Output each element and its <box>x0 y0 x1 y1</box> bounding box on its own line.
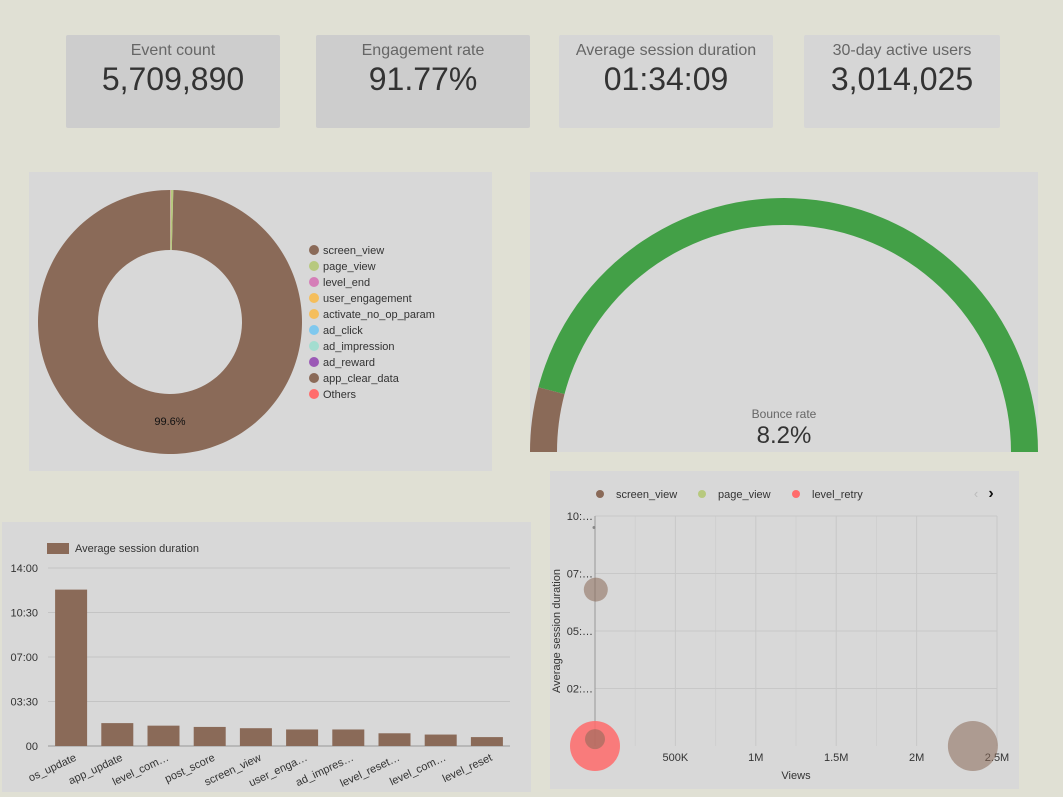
legend-item-level-retry[interactable]: level_retry <box>812 489 863 501</box>
y-tick-label: 10:… <box>567 511 593 523</box>
legend-marker <box>792 490 800 498</box>
legend-marker <box>309 357 319 367</box>
y-tick-label: 03:30 <box>10 697 38 709</box>
y-tick-label: 00 <box>26 741 38 753</box>
kpi-value: 5,709,890 <box>101 61 245 97</box>
legend-marker <box>309 261 319 271</box>
bounce-rate-gauge: Bounce rate 8.2% <box>530 198 1038 452</box>
bubble-chart: screen_view page_view level_retry ‹ › 500K 1M 1… <box>551 485 1009 782</box>
legend-marker <box>309 389 319 399</box>
legend-next-icon[interactable]: › <box>988 485 993 502</box>
legend-item-app-clear-data[interactable]: app_clear_data <box>323 373 400 385</box>
bar-chart-panel: Average session duration 00 03:30 07:00 10:3… <box>2 522 531 792</box>
x-axis-title: Views <box>781 770 811 782</box>
gauge-value-arc <box>538 198 1038 452</box>
legend-marker <box>309 309 319 319</box>
bar-level-com[interactable] <box>424 734 457 746</box>
donut-slice-screen-view[interactable] <box>37 190 302 454</box>
kpi-value: 01:34:09 <box>603 61 729 97</box>
x-tick-label: 2M <box>909 752 924 764</box>
y-tick-label: 10:30 <box>10 608 38 620</box>
legend-marker <box>309 373 319 383</box>
kpi-average-session-duration: Average session duration 01:34:09 <box>559 35 773 128</box>
legend-item-ad-reward[interactable]: ad_reward <box>323 357 375 369</box>
bar-os-update[interactable] <box>55 589 88 746</box>
kpi-engagement-rate: Engagement rate 91.77% <box>316 35 530 128</box>
legend-item-user-engagement[interactable]: user_engagement <box>323 293 412 305</box>
kpi-value: 3,014,025 <box>830 61 974 97</box>
legend-item-screen-view[interactable]: screen_view <box>616 489 677 501</box>
kpi-event-count: Event count 5,709,890 <box>66 35 280 128</box>
bar-level-com[interactable] <box>147 725 180 746</box>
legend-item-level-end[interactable]: level_end <box>323 277 370 289</box>
legend-marker <box>596 490 604 498</box>
bubble-screen-view[interactable] <box>947 721 998 771</box>
legend-swatch <box>47 543 69 554</box>
y-tick-label: 02:… <box>567 684 593 696</box>
bubble-chart-panel: screen_view page_view level_retry ‹ › 500K 1M 1… <box>550 471 1019 789</box>
y-tick-label: 07:00 <box>10 652 38 664</box>
legend-marker <box>309 325 319 335</box>
bar-app-update[interactable] <box>101 723 134 746</box>
y-axis-title: Average session duration <box>551 569 563 693</box>
bubble-screen-view[interactable] <box>583 577 608 602</box>
legend-item-ad-impression[interactable]: ad_impression <box>323 341 395 353</box>
bar-post-score[interactable] <box>193 726 226 746</box>
donut-slice-label: 99.6% <box>154 416 185 428</box>
kpi-value: 91.77% <box>368 61 478 97</box>
kpi-label: 30-day active users <box>832 42 972 59</box>
x-tick-label: 1.5M <box>824 752 848 764</box>
donut-chart: 99.6% screen_view page_view level_end user_e… <box>37 190 435 454</box>
legend-item-activate-no-op-param[interactable]: activate_no_op_param <box>323 309 435 321</box>
bar-chart: Average session duration 00 03:30 07:00 10:3… <box>10 543 510 790</box>
legend-item-screen-view[interactable]: screen_view <box>323 245 384 257</box>
legend-marker <box>309 293 319 303</box>
kpi-label: Average session duration <box>575 42 757 59</box>
legend-prev-icon[interactable]: ‹ <box>974 486 978 501</box>
kpi-active-users: 30-day active users 3,014,025 <box>804 35 1000 128</box>
bar-screen-view[interactable] <box>239 728 272 746</box>
donut-chart-panel: 99.6% screen_view page_view level_end user_e… <box>29 172 492 471</box>
legend-marker <box>698 490 706 498</box>
x-tick-label: 500K <box>663 752 689 764</box>
kpi-label: Event count <box>130 42 216 59</box>
bubble-screen-view[interactable] <box>585 729 605 750</box>
donut-slice-page-view[interactable] <box>170 190 174 251</box>
y-tick-label: 07:… <box>567 569 593 581</box>
legend-item-page-view[interactable]: page_view <box>323 261 376 273</box>
gauge-remaining-arc <box>530 387 565 452</box>
legend-marker <box>309 277 319 287</box>
gauge-panel: Bounce rate 8.2% <box>530 172 1038 452</box>
bar-level-reset[interactable] <box>470 737 503 746</box>
bubble-screen-view[interactable] <box>592 526 596 529</box>
legend-marker <box>309 245 319 255</box>
gauge-label: Bounce rate <box>752 407 817 421</box>
legend-item-ad-click[interactable]: ad_click <box>323 325 363 337</box>
bar-user-enga[interactable] <box>286 729 319 746</box>
x-tick-label: level_reset <box>441 752 494 785</box>
legend-item-page-view[interactable]: page_view <box>718 489 771 501</box>
x-tick-label: 1M <box>748 752 763 764</box>
legend-item-Others[interactable]: Others <box>323 389 357 401</box>
bar-level-reset[interactable] <box>378 733 411 746</box>
legend-marker <box>309 341 319 351</box>
bar-ad-impres[interactable] <box>332 729 365 746</box>
y-tick-label: 14:00 <box>10 563 38 575</box>
gauge-value: 8.2% <box>757 422 812 449</box>
kpi-label: Engagement rate <box>361 42 485 59</box>
y-tick-label: 05:… <box>567 626 593 638</box>
legend-item-average-session-duration[interactable]: Average session duration <box>75 543 199 555</box>
